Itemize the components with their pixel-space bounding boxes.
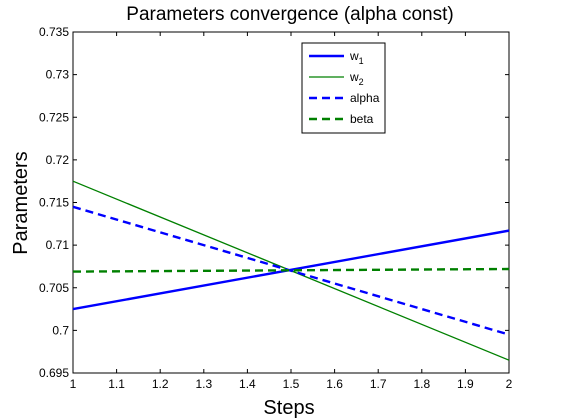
- x-tick-label: 1.3: [195, 377, 212, 391]
- y-axis-title: Parameters: [10, 151, 32, 254]
- plot-area: [72, 31, 510, 374]
- series-line-beta: [72, 267, 510, 273]
- legend-label: alpha: [350, 91, 380, 105]
- x-tick-labels: 1 1.1 1.2 1.3 1.4 1.5 1.6 1.7 1.8 1.9 2: [70, 377, 513, 391]
- x-tick-label: 1.9: [457, 377, 474, 391]
- series-line-alpha: [72, 205, 510, 336]
- x-tick-label: 1.8: [413, 377, 430, 391]
- y-tick-labels: 0.695 0.7 0.705 0.71 0.715 0.72 0.725 0.73 0.735: [39, 25, 69, 380]
- y-tick-label: 0.7: [52, 323, 69, 337]
- y-tick-label: 0.73: [46, 68, 70, 82]
- series-group: [72, 180, 510, 361]
- legend-subscript: 1: [359, 56, 364, 66]
- legend-label: beta: [350, 112, 374, 126]
- x-tick-label: 1.1: [108, 377, 125, 391]
- tick-marks: [72, 31, 510, 374]
- x-tick-label: 1.4: [239, 377, 256, 391]
- chart-title: Parameters convergence (alpha const): [126, 4, 453, 25]
- legend-subscript: 2: [359, 77, 364, 87]
- y-tick-label: 0.71: [46, 238, 70, 252]
- x-axis-title: Steps: [263, 397, 314, 419]
- x-tick-label: 2: [506, 377, 513, 391]
- y-tick-label: 0.735: [39, 25, 69, 39]
- y-tick-label: 0.725: [39, 110, 69, 124]
- x-tick-label: 1: [70, 377, 77, 391]
- x-tick-label: 1.5: [283, 377, 300, 391]
- x-tick-label: 1.7: [370, 377, 387, 391]
- y-tick-label: 0.72: [46, 153, 70, 167]
- y-tick-label: 0.695: [39, 366, 69, 380]
- x-tick-label: 1.2: [152, 377, 169, 391]
- y-tick-label: 0.715: [39, 196, 69, 210]
- plot-frame: [72, 31, 510, 374]
- y-tick-label: 0.705: [39, 281, 69, 295]
- x-tick-label: 1.6: [326, 377, 343, 391]
